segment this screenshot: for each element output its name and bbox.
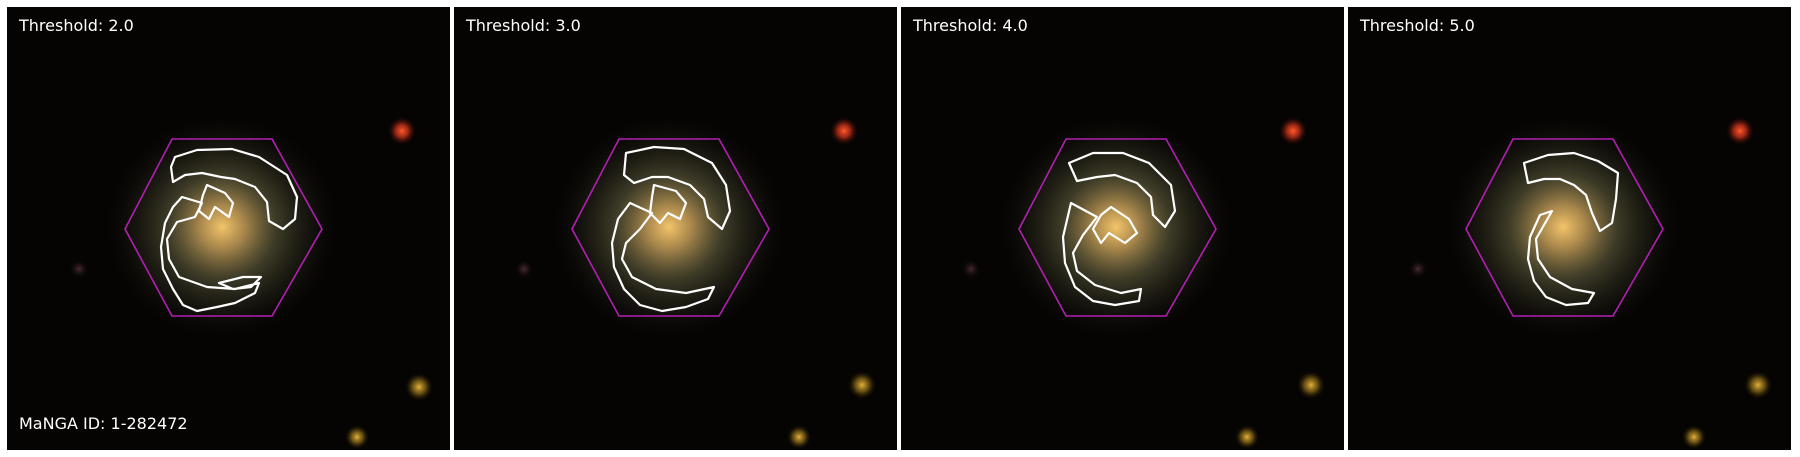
ifu-hexagon: [571, 138, 770, 317]
image-panel-threshold-5: Threshold: 5.0: [1348, 7, 1791, 450]
contour-outline: [1522, 151, 1620, 307]
threshold-label: Threshold: 4.0: [913, 16, 1028, 35]
manga-id-label: MaNGA ID: 1-282472: [19, 414, 188, 433]
galaxy-image: [454, 7, 897, 450]
galaxy-image: [7, 7, 450, 450]
galaxy-image: [1348, 7, 1791, 450]
image-panel-threshold-4: Threshold: 4.0: [901, 7, 1344, 450]
ifu-hexagon: [124, 138, 323, 317]
threshold-label: Threshold: 2.0: [19, 16, 134, 35]
ifu-hexagon: [1465, 138, 1664, 317]
threshold-label: Threshold: 5.0: [1360, 16, 1475, 35]
image-panel-threshold-2: Threshold: 2.0 MaNGA ID: 1-282472: [7, 7, 450, 450]
contour-outline: [1061, 151, 1177, 307]
contour-outline: [159, 147, 299, 313]
image-panel-threshold-3: Threshold: 3.0: [454, 7, 897, 450]
galaxy-image: [901, 7, 1344, 450]
threshold-label: Threshold: 3.0: [466, 16, 581, 35]
ifu-hexagon: [1018, 138, 1217, 317]
contour-outline: [610, 145, 732, 313]
